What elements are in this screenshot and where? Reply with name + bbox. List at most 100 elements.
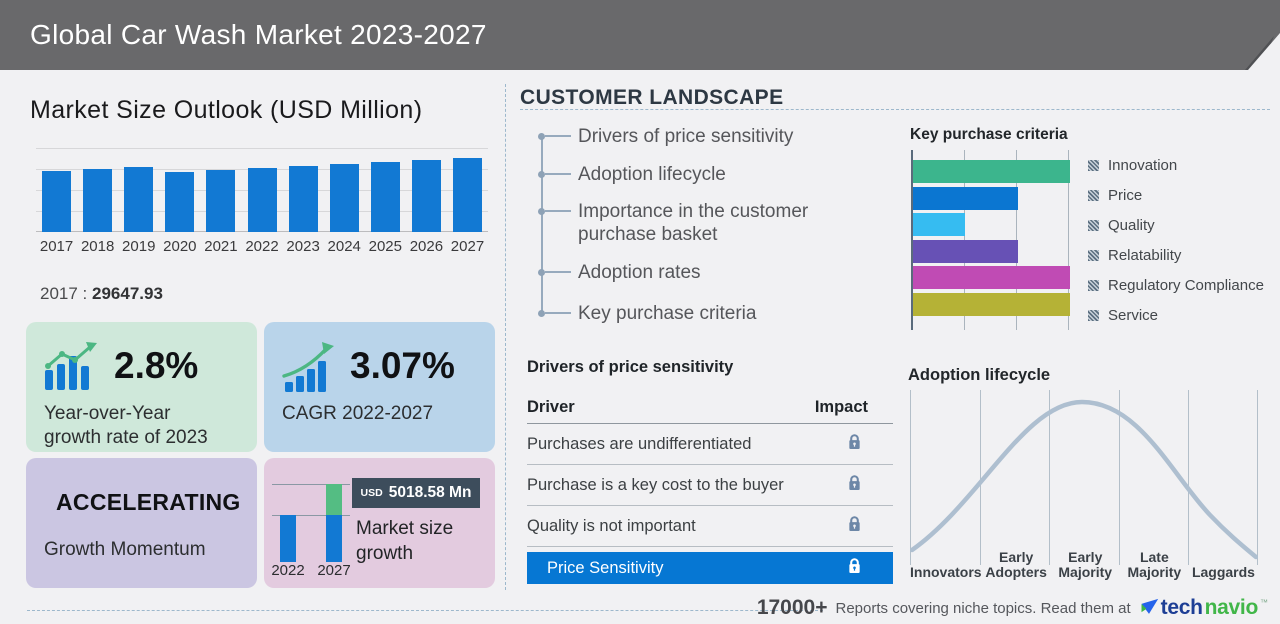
market-size-bar-2021 xyxy=(206,170,236,232)
currency-label: USD xyxy=(360,487,383,499)
page-title: Global Car Wash Market 2023-2027 xyxy=(30,19,487,50)
list-bullet-dot xyxy=(538,170,545,178)
lock-icon xyxy=(849,558,860,573)
year-axis-labels: 2017 2018 2019 2020 2021 2022 2023 2024 2025 2026… xyxy=(36,238,488,255)
gridline xyxy=(910,390,911,565)
bars-container xyxy=(36,140,488,232)
driver-row: Purchases are undifferentiated xyxy=(527,424,893,465)
bell-curve xyxy=(910,399,1258,560)
gridline xyxy=(1049,390,1051,565)
market-size-bar-2026 xyxy=(411,160,441,232)
footer-divider xyxy=(27,610,823,611)
market-size-bar-2020 xyxy=(165,172,195,232)
ascending-bars-icon xyxy=(282,342,334,392)
gridline xyxy=(979,390,981,565)
increment-value: 5018.58 Mn xyxy=(388,484,472,501)
section-underline xyxy=(520,109,1270,110)
driver-row: Purchase is a key cost to the buyer xyxy=(527,465,893,506)
report-count: 17000+ xyxy=(756,596,828,619)
footer: 17000+ Reports covering niche topics. Re… xyxy=(757,594,1268,622)
kpc-bar-relatability xyxy=(913,239,1018,263)
momentum-label: Growth Momentum xyxy=(44,539,206,560)
stage-label: Early Majority xyxy=(1058,548,1113,581)
yoy-growth-card: 2.8% Year-over-Year growth rate of 2023 xyxy=(26,322,257,452)
hatched-swatch-icon xyxy=(1088,159,1099,171)
connector-tick xyxy=(545,210,571,212)
year-label: 2020 xyxy=(163,238,197,255)
list-bullet-dot xyxy=(538,309,545,317)
year-label: 2021 xyxy=(204,238,238,255)
hatched-swatch-icon xyxy=(1088,219,1099,231)
legend-label: Regulatory Compliance xyxy=(1108,276,1264,294)
market-size-bar-2022 xyxy=(247,168,277,232)
increment-mini-chart xyxy=(272,484,350,564)
legend-label: Relatability xyxy=(1108,246,1182,264)
year-label: 2018 xyxy=(80,238,115,255)
market-size-bar-chart xyxy=(36,140,488,232)
legend-item: Regulatory Compliance xyxy=(1088,270,1264,300)
landscape-list-item: Adoption lifecycle xyxy=(578,164,726,185)
gridline xyxy=(272,484,350,485)
yoy-value: 2.8% xyxy=(114,345,199,386)
legend-label: Innovation xyxy=(1108,156,1178,174)
market-size-bar-2019 xyxy=(124,167,154,232)
base-year-value: 2017 : 29647.93 xyxy=(40,284,163,303)
lock-icon xyxy=(849,516,860,531)
market-size-bar-2017 xyxy=(42,171,72,232)
kpc-bar-innovation xyxy=(913,160,1070,183)
kpc-bar-service xyxy=(913,292,1070,316)
technavio-arrow-icon xyxy=(1141,598,1158,614)
legend-label: Quality xyxy=(1108,216,1155,234)
driver-row: Quality is not important xyxy=(527,506,893,547)
connector-line xyxy=(541,136,543,313)
price-sensitivity-highlight-row: Price Sensitivity xyxy=(527,552,893,584)
year-label: 2026 xyxy=(409,238,444,255)
year-label: 2027 xyxy=(450,238,485,255)
year-label: 2019 xyxy=(122,238,156,255)
kpc-bar-quality xyxy=(913,213,965,236)
adoption-lifecycle-chart xyxy=(910,390,1258,565)
momentum-value: ACCELERATING xyxy=(56,488,241,515)
highlight-label: Price Sensitivity xyxy=(547,558,664,577)
market-size-growth-card: 2022 2027 USD 5018.58 Mn Market size grow… xyxy=(264,458,495,588)
table-rows: Purchases are undifferentiated Purchase i… xyxy=(527,424,893,547)
logo-tech: tech xyxy=(1160,596,1203,619)
year-label: 2017 xyxy=(39,238,74,255)
price-sensitivity-table: Drivers of price sensitivity Driver Impa… xyxy=(527,358,893,584)
hatched-swatch-icon xyxy=(1088,279,1099,291)
legend-item: Price xyxy=(1088,180,1264,210)
key-purchase-criteria-title: Key purchase criteria xyxy=(910,126,1068,143)
adoption-lifecycle-title: Adoption lifecycle xyxy=(908,366,1051,384)
gridline xyxy=(272,515,350,516)
increment-segment xyxy=(326,484,342,515)
landscape-list-item: Drivers of price sensitivity xyxy=(578,126,794,147)
trademark-symbol: ™ xyxy=(1260,598,1268,607)
cagr-label: CAGR 2022-2027 xyxy=(282,403,434,424)
customer-landscape-title: CUSTOMER LANDSCAPE xyxy=(520,86,784,109)
landscape-list-item: Importance in the customer purchase bask… xyxy=(578,201,809,246)
bar-chart-growth-icon xyxy=(45,342,97,390)
increment-value-badge: USD 5018.58 Mn xyxy=(352,478,480,508)
key-purchase-criteria-chart xyxy=(911,150,1070,330)
stage-label: Innovators xyxy=(910,564,982,581)
hatched-swatch-icon xyxy=(1088,309,1099,321)
bar-2027 xyxy=(326,515,342,562)
column-impact: Impact xyxy=(814,398,868,416)
gridline xyxy=(1257,390,1258,565)
connector-tick xyxy=(545,271,571,273)
market-size-bar-2024 xyxy=(329,164,359,232)
panel-divider xyxy=(505,84,506,590)
growth-momentum-card: ACCELERATING Growth Momentum xyxy=(26,458,257,588)
gridline xyxy=(1118,390,1120,565)
column-driver: Driver xyxy=(527,398,575,416)
cagr-card: 3.07% CAGR 2022-2027 xyxy=(264,322,495,452)
year-label: 2025 xyxy=(368,238,402,255)
hatched-swatch-icon xyxy=(1088,249,1099,261)
mini-year-end: 2027 xyxy=(317,562,351,579)
market-size-bar-2018 xyxy=(83,169,113,232)
gridline xyxy=(1068,150,1069,330)
market-size-title: Market Size Outlook (USD Million) xyxy=(30,96,423,124)
yoy-label: Year-over-Year growth rate of 2023 xyxy=(44,403,208,449)
legend-item: Relatability xyxy=(1088,240,1264,270)
